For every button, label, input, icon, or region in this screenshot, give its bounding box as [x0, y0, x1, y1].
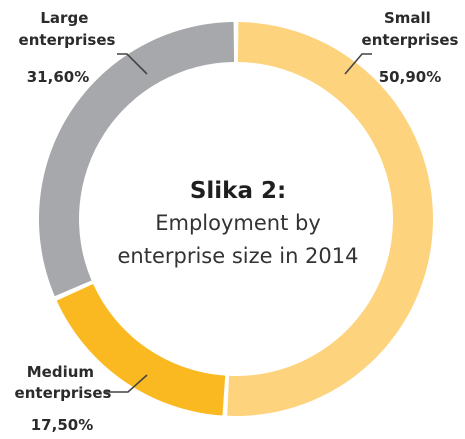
leader-line-large: [117, 53, 148, 75]
donut-slices: [38, 22, 433, 416]
slice-label-small: Small enterprises: [362, 9, 459, 49]
chart-title: Slika 2:: [190, 178, 286, 204]
slice-label-large: Large enterprises: [19, 9, 116, 49]
donut-slice-large: [38, 22, 235, 297]
leader-line-small: [344, 53, 372, 75]
chart-subtitle-line-1: Employment by: [155, 211, 321, 235]
slice-value-small: 50,90%: [379, 68, 441, 86]
donut-slice-medium: [56, 284, 226, 416]
chart-subtitle-line-2: enterprise size in 2014: [117, 244, 358, 268]
leader-line-medium: [106, 374, 148, 393]
donut-slice-small: [227, 22, 433, 416]
slice-value-large: 31,60%: [27, 68, 89, 86]
slice-label-medium: Medium enterprises: [15, 363, 112, 402]
slice-value-medium: 17,50%: [31, 416, 93, 434]
